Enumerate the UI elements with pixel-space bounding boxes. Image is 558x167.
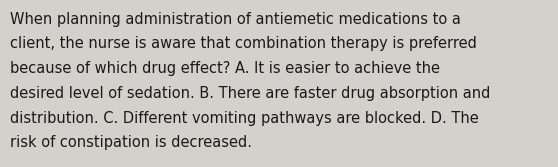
- Text: because of which drug effect? A. It is easier to achieve the: because of which drug effect? A. It is e…: [10, 61, 440, 76]
- Text: distribution. C. Different vomiting pathways are blocked. D. The: distribution. C. Different vomiting path…: [10, 111, 479, 126]
- Text: When planning administration of antiemetic medications to a: When planning administration of antiemet…: [10, 12, 461, 27]
- Text: risk of constipation is decreased.: risk of constipation is decreased.: [10, 135, 252, 150]
- Text: desired level of sedation. B. There are faster drug absorption and: desired level of sedation. B. There are …: [10, 86, 490, 101]
- Text: client, the nurse is aware that combination therapy is preferred: client, the nurse is aware that combinat…: [10, 36, 477, 51]
